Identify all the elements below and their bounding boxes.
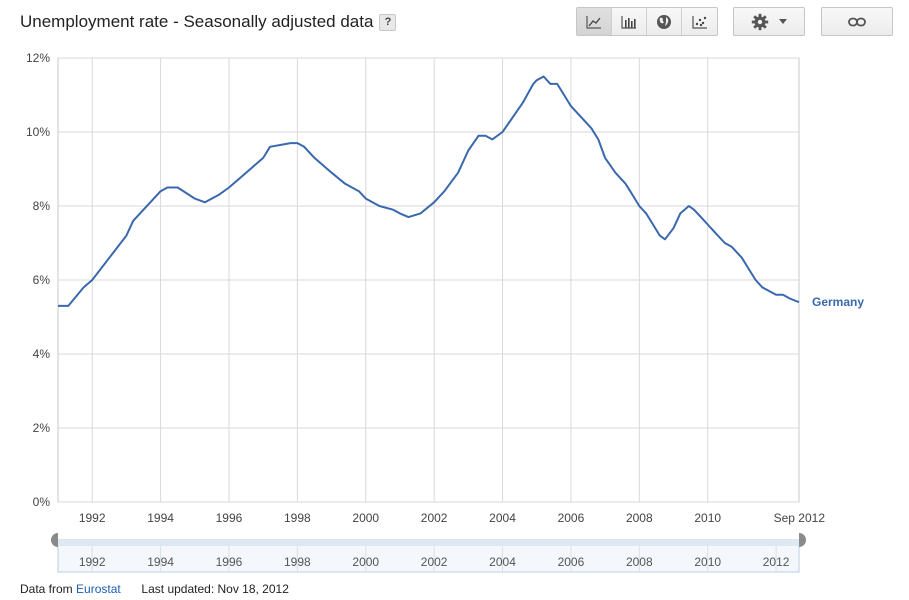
x-tick-label: 2010: [694, 511, 721, 525]
chart-title: Unemployment rate - Seasonally adjusted …: [20, 12, 397, 32]
range-tick-label: 2002: [421, 555, 448, 569]
data-from-label: Data from: [20, 582, 73, 596]
scatter-chart-icon: [691, 15, 707, 29]
gear-icon: [751, 13, 769, 30]
range-tick-label: 1994: [147, 555, 174, 569]
range-handle-left[interactable]: [51, 533, 58, 547]
bar-chart-button[interactable]: [612, 8, 647, 35]
range-tick-label: 2010: [694, 555, 721, 569]
x-tick-label: 2002: [421, 511, 448, 525]
range-tick-label: 1992: [79, 555, 106, 569]
settings-button[interactable]: [733, 7, 805, 36]
y-tick-label: 10%: [26, 125, 50, 139]
range-tick-label: 1996: [216, 555, 243, 569]
y-tick-label: 8%: [33, 199, 51, 213]
series-line-germany: [58, 75, 800, 307]
eurostat-link[interactable]: Eurostat: [76, 582, 121, 596]
scatter-chart-button[interactable]: [682, 8, 717, 35]
y-tick-label: 0%: [33, 495, 51, 509]
y-tick-label: 6%: [33, 273, 51, 287]
link-button[interactable]: [821, 7, 893, 36]
footer: Data from Eurostat Last updated: Nov 18,…: [20, 582, 289, 596]
map-chart-button[interactable]: [647, 8, 682, 35]
bar-chart-icon: [621, 15, 636, 29]
x-tick-label: 2000: [352, 511, 379, 525]
y-tick-label: 12%: [26, 51, 50, 65]
y-tick-label: 4%: [33, 347, 51, 361]
line-chart-button[interactable]: [577, 8, 612, 35]
globe-icon: [657, 14, 671, 29]
link-icon: [848, 17, 866, 26]
x-tick-label: 2004: [489, 511, 516, 525]
series-label-germany: Germany: [812, 295, 864, 309]
chart-title-text: Unemployment rate - Seasonally adjusted …: [20, 12, 374, 31]
help-icon[interactable]: ?: [379, 13, 397, 31]
last-updated-label: Last updated: Nov 18, 2012: [141, 582, 289, 596]
range-tick-label: 2006: [558, 555, 585, 569]
range-selector-top-band: [58, 540, 799, 546]
range-tick-label: 2000: [352, 555, 379, 569]
x-tick-label: 2008: [626, 511, 653, 525]
y-tick-label: 2%: [33, 421, 51, 435]
range-handle-right[interactable]: [799, 533, 806, 547]
range-tick-label: 1998: [284, 555, 311, 569]
range-tick-label: 2008: [626, 555, 653, 569]
x-tick-label: 1992: [79, 511, 106, 525]
x-end-label: Sep 2012: [774, 511, 826, 525]
x-tick-label: 1994: [147, 511, 174, 525]
x-tick-label: 2006: [558, 511, 585, 525]
chevron-down-icon: [779, 19, 787, 24]
range-tick-label: 2004: [489, 555, 516, 569]
line-chart-icon: [586, 15, 601, 29]
x-tick-label: 1996: [216, 511, 243, 525]
chart-type-toolbar: [576, 7, 718, 36]
range-tick-label: 2012: [763, 555, 790, 569]
x-tick-label: 1998: [284, 511, 311, 525]
